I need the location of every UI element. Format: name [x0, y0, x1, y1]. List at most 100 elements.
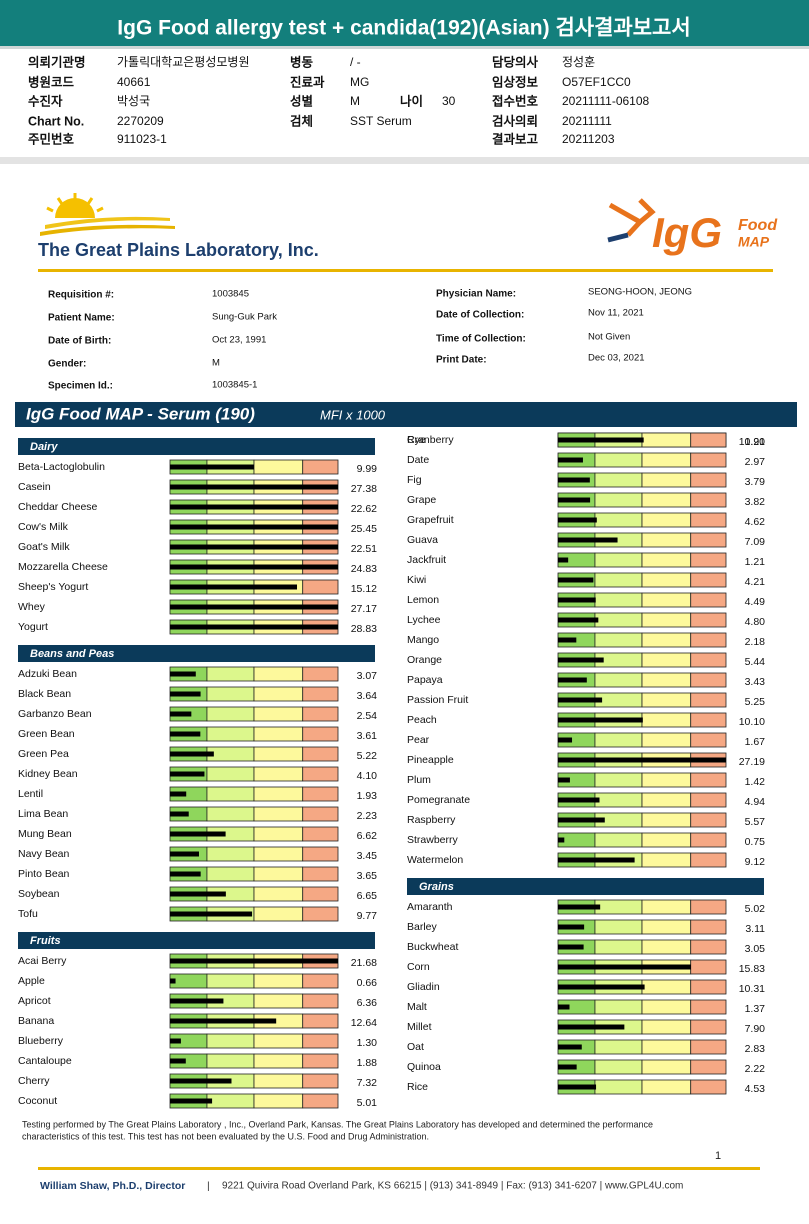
zone: [594, 472, 643, 488]
bar-row: [169, 1033, 339, 1049]
bar-row: [169, 993, 339, 1009]
value-label: 1.30: [357, 1037, 378, 1049]
value-label: 9.12: [745, 856, 766, 868]
value-label: 1.42: [745, 776, 766, 788]
bar-row: [557, 899, 727, 915]
logo-map: MAP: [738, 234, 770, 250]
zone: [690, 472, 727, 488]
bar-row: [557, 732, 727, 748]
zone: [253, 1093, 304, 1109]
value-label: 3.11: [745, 923, 765, 935]
food-label: Raspberry: [407, 814, 456, 826]
bar-row: [169, 599, 339, 615]
bar-row: [557, 1019, 727, 1035]
food-label: Papaya: [407, 674, 443, 686]
zone: [594, 919, 643, 935]
bar-row: [169, 826, 339, 842]
value-label: 5.02: [745, 903, 766, 915]
zone: [594, 1079, 643, 1095]
zone: [594, 572, 643, 588]
info-value: 911023-1: [117, 132, 167, 146]
food-label: Quinoa: [407, 1061, 441, 1073]
patient-value: Not Given: [588, 332, 630, 343]
food-label: Plum: [407, 774, 431, 786]
food-label: Mozzarella Cheese: [18, 561, 108, 573]
zone: [641, 899, 692, 915]
bar: [558, 1024, 625, 1030]
info-label: 성별: [290, 93, 313, 108]
value-label: 10.31: [739, 983, 765, 995]
zone: [641, 919, 692, 935]
food-label: Passion Fruit: [407, 694, 468, 706]
zone: [690, 899, 727, 915]
bar: [170, 891, 226, 897]
bar: [558, 497, 591, 503]
zone: [641, 999, 692, 1015]
disclaimer: Testing performed by The Great Plains La…: [22, 1119, 653, 1129]
zone: [302, 906, 339, 922]
zone: [641, 939, 692, 955]
bar-row: [557, 1039, 727, 1055]
value-label: 4.49: [745, 596, 766, 608]
food-label: Barley: [407, 921, 438, 933]
value-label: 3.79: [745, 476, 766, 488]
zone: [641, 732, 692, 748]
bar: [170, 1018, 277, 1024]
patient-label: Patient Name:: [48, 313, 115, 324]
value-label: 25.45: [351, 523, 377, 535]
zone: [641, 832, 692, 848]
food-label: Grapefruit: [407, 514, 454, 526]
bar-row: [169, 666, 339, 682]
zone: [594, 1039, 643, 1055]
info-label: 결과보고: [492, 131, 539, 146]
zone: [641, 432, 692, 448]
zone: [302, 973, 339, 989]
bar-row: [557, 752, 727, 768]
zone: [690, 772, 727, 788]
zone: [594, 612, 643, 628]
bar: [170, 1058, 186, 1064]
patient-label: Physician Name:: [436, 289, 516, 300]
bar: [170, 624, 338, 630]
info-value: / -: [350, 55, 361, 69]
value-label: 1.93: [357, 790, 378, 802]
info-label: 주민번호: [28, 131, 75, 146]
zone: [690, 1059, 727, 1075]
bar-row: [557, 772, 727, 788]
info-label: 담당의사: [492, 54, 539, 69]
zone: [690, 612, 727, 628]
bar: [170, 771, 205, 777]
bar-row: [169, 559, 339, 575]
bar: [558, 517, 597, 523]
zone: [206, 726, 255, 742]
value-label: 4.21: [745, 576, 766, 588]
bar-row: [169, 953, 339, 969]
zone: [690, 959, 727, 975]
food-label: Whey: [18, 601, 46, 613]
bar: [558, 904, 601, 910]
food-label: Green Bean: [18, 728, 75, 740]
bar-row: [557, 532, 727, 548]
bar: [170, 1078, 232, 1084]
zone: [594, 632, 643, 648]
value-label: 2.22: [745, 1063, 766, 1075]
zone: [206, 686, 255, 702]
bar-row: [169, 539, 339, 555]
logo-food: Food: [738, 217, 778, 234]
bar: [558, 964, 691, 970]
bar: [558, 617, 599, 623]
zone: [302, 1093, 339, 1109]
food-label: Pear: [407, 734, 430, 746]
zone: [302, 886, 339, 902]
zone: [206, 1093, 255, 1109]
bar-row: [557, 1059, 727, 1075]
bar: [558, 1044, 582, 1050]
food-label: Blueberry: [18, 1035, 64, 1047]
bar: [170, 911, 253, 917]
bar-row: [169, 579, 339, 595]
patient-label: Specimen Id.:: [48, 381, 113, 392]
zone: [594, 832, 643, 848]
patient-label: Gender:: [48, 359, 86, 370]
bar-row: [557, 692, 727, 708]
zone: [690, 852, 727, 868]
